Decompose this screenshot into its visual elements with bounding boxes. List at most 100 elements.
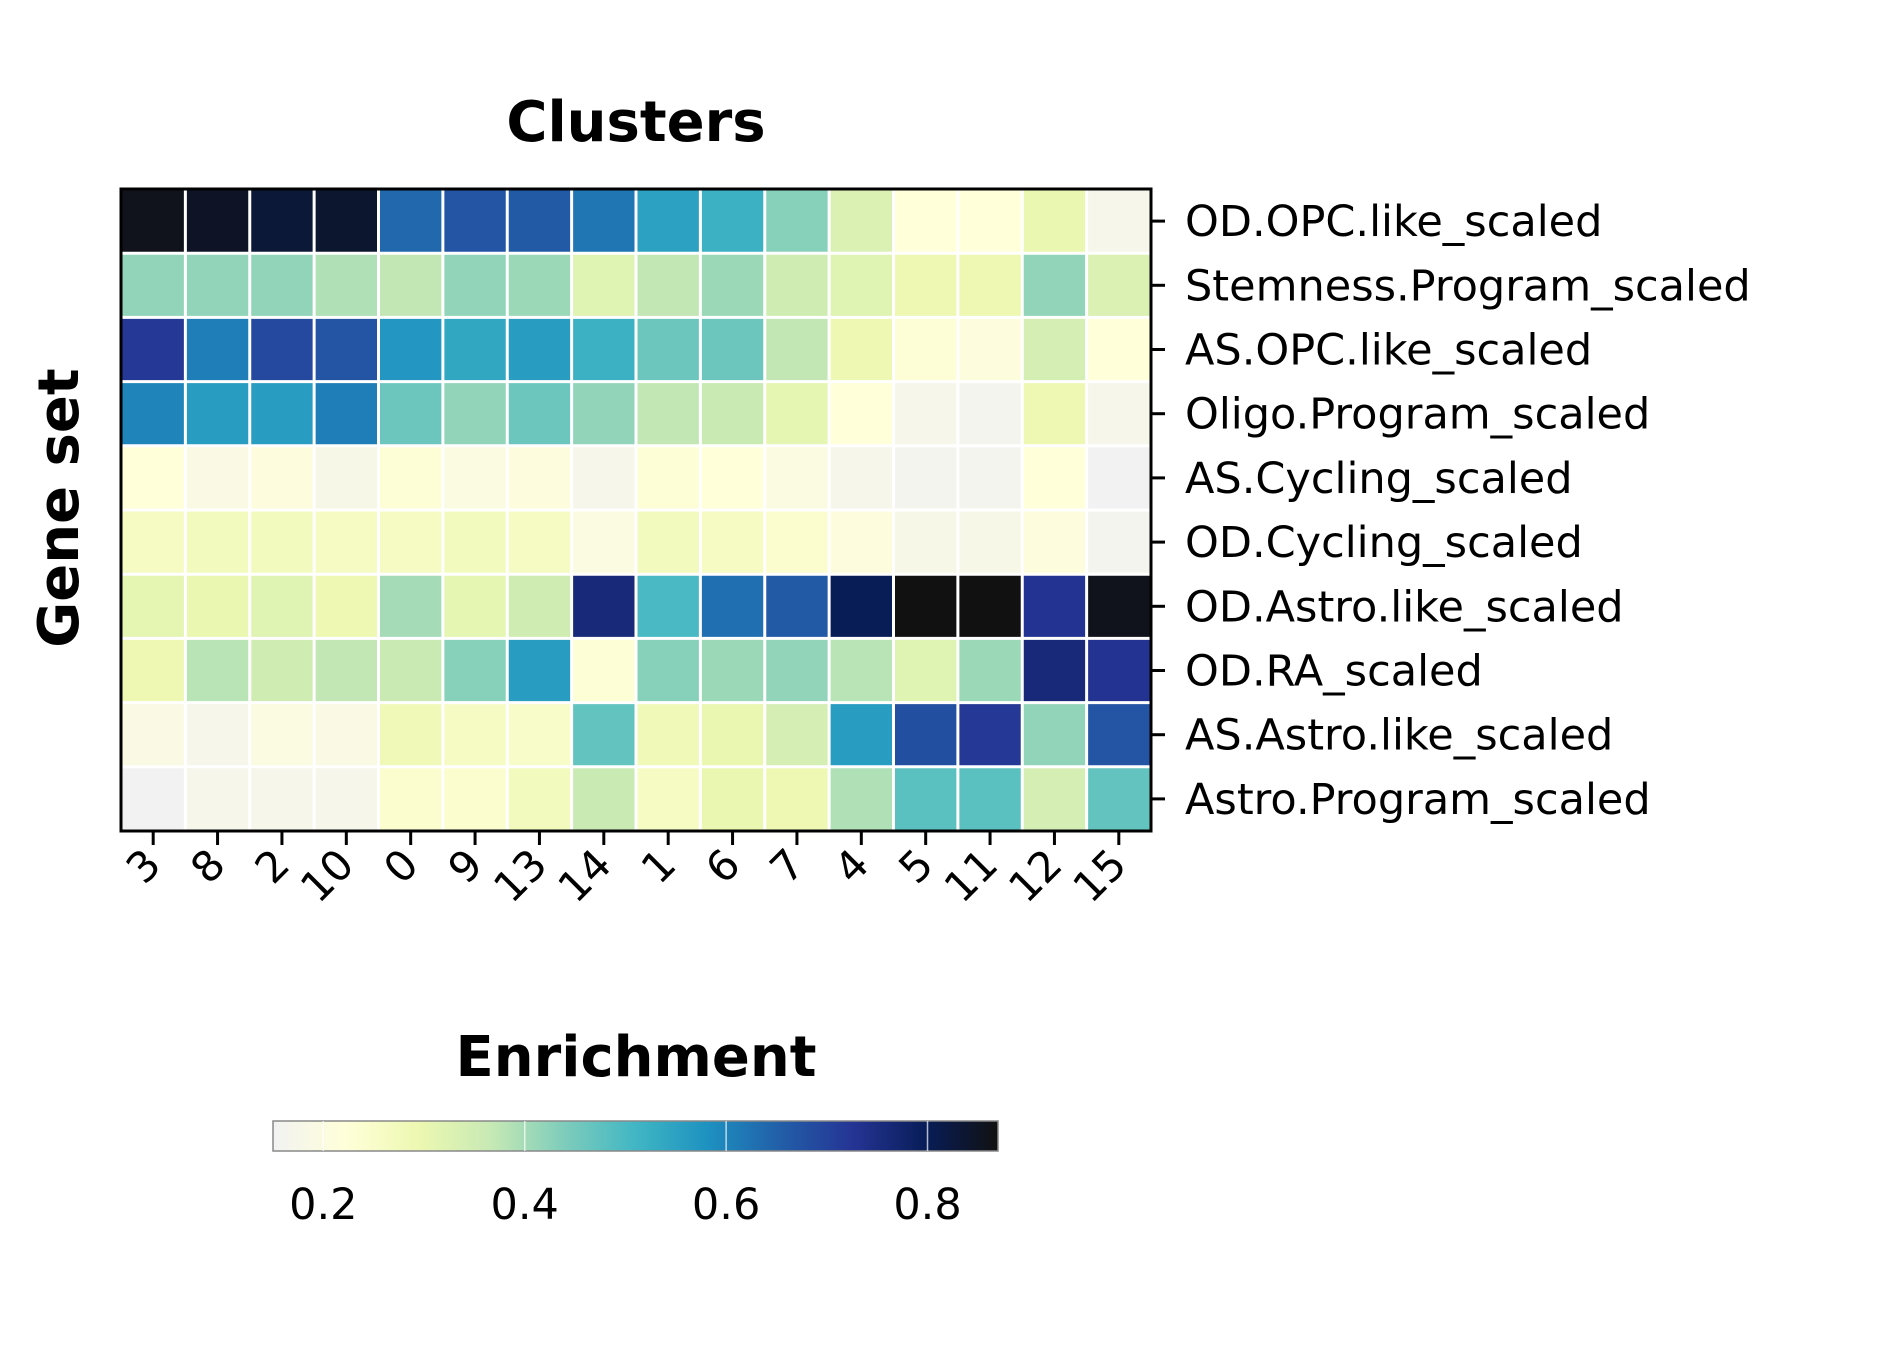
heatmap-cell — [571, 253, 636, 318]
heatmap-cell — [829, 445, 894, 510]
heatmap-cell — [1086, 510, 1151, 575]
heatmap-cell — [764, 317, 830, 382]
heatmap-cell — [764, 381, 830, 446]
x-tick-label: 11 — [935, 839, 1007, 911]
heatmap-cell — [249, 317, 315, 382]
heatmap-cell — [507, 574, 572, 639]
heatmap-cell — [700, 638, 765, 703]
heatmap-cell — [893, 189, 958, 254]
heatmap-cell — [700, 510, 765, 575]
heatmap-cell — [314, 317, 379, 382]
y-tick-label: OD.Cycling_scaled — [1185, 518, 1583, 568]
x-tick-label: 15 — [1063, 839, 1135, 911]
heatmap-cell — [442, 574, 508, 639]
heatmap-cell — [893, 574, 958, 639]
heatmap-cell — [1022, 638, 1087, 703]
heatmap-cell — [1086, 189, 1151, 254]
heatmap-cell — [764, 766, 830, 831]
heatmap-cell — [314, 253, 379, 318]
colorbar-tick-label: 0.4 — [491, 1180, 559, 1230]
colorbar-title: Enrichment — [456, 1025, 817, 1090]
heatmap-cell — [636, 253, 701, 318]
heatmap-cell — [700, 445, 765, 510]
heatmap-cell — [185, 766, 250, 831]
heatmap-cell — [442, 766, 508, 831]
heatmap-cell — [378, 702, 443, 767]
heatmap-cell — [378, 766, 443, 831]
x-tick-label: 6 — [696, 839, 750, 893]
heatmap-cell — [442, 702, 508, 767]
heatmap-cell — [829, 574, 894, 639]
heatmap-cell — [957, 317, 1023, 382]
heatmap-cell — [378, 317, 443, 382]
heatmap-cell — [1022, 445, 1087, 510]
heatmap-cell — [121, 766, 186, 831]
x-tick-label: 7 — [760, 839, 814, 893]
heatmap-cell — [1086, 766, 1151, 831]
heatmap-cell — [957, 445, 1023, 510]
heatmap-cell — [249, 574, 315, 639]
x-tick-label: 0 — [374, 839, 428, 893]
heatmap-cell — [1022, 381, 1087, 446]
x-tick-label: 1 — [632, 839, 686, 893]
y-tick-label: OD.Astro.like_scaled — [1185, 582, 1624, 632]
heatmap-cell — [571, 574, 636, 639]
heatmap-cell — [893, 445, 958, 510]
heatmap-cell — [249, 381, 315, 446]
heatmap-cell — [121, 574, 186, 639]
heatmap-cell — [636, 702, 701, 767]
heatmap-cell — [636, 638, 701, 703]
y-tick-label: OD.RA_scaled — [1185, 647, 1483, 697]
heatmap-cell — [378, 189, 443, 254]
heatmap-cell — [507, 638, 572, 703]
heatmap-cell — [893, 381, 958, 446]
heatmap-cell — [700, 189, 765, 254]
x-tick-label: 14 — [548, 839, 620, 911]
heatmap-cell — [1086, 638, 1151, 703]
heatmap-cell — [121, 253, 186, 318]
heatmap-cell — [1022, 510, 1087, 575]
heatmap-cell — [121, 510, 186, 575]
heatmap-cell — [1086, 702, 1151, 767]
heatmap-cell — [442, 253, 508, 318]
heatmap-cell — [507, 702, 572, 767]
colorbar-ticks: 0.2 0.4 0.6 0.8 — [289, 1121, 962, 1230]
heatmap-cell — [507, 766, 572, 831]
heatmap-cell — [700, 574, 765, 639]
heatmap-cell — [571, 702, 636, 767]
plot-frame — [119, 187, 1153, 833]
heatmap-cell — [571, 766, 636, 831]
heatmap-cell — [507, 317, 572, 382]
heatmap-cell — [571, 638, 636, 703]
x-tick-label: 12 — [999, 839, 1071, 911]
y-axis-ticks: OD.OPC.like_scaled Stemness.Program_scale… — [1151, 197, 1751, 825]
heatmap-cell — [507, 253, 572, 318]
heatmap-cell — [378, 574, 443, 639]
heatmap-cell — [700, 702, 765, 767]
heatmap-cell — [1022, 317, 1087, 382]
heatmap-cell — [314, 381, 379, 446]
heatmap-cell — [378, 253, 443, 318]
heatmap-cell — [700, 317, 765, 382]
heatmap-cell — [378, 638, 443, 703]
heatmap-cell — [764, 189, 830, 254]
heatmap-cell — [829, 189, 894, 254]
heatmap-cell — [121, 638, 186, 703]
heatmap-cell — [571, 510, 636, 575]
heatmap-cell — [185, 702, 250, 767]
heatmap-cell — [829, 510, 894, 575]
heatmap-cell — [764, 574, 830, 639]
heatmap-cell — [957, 638, 1023, 703]
heatmap-cell — [442, 510, 508, 575]
heatmap-cell — [829, 253, 894, 318]
heatmap-cell — [185, 253, 250, 318]
heatmap-cell — [700, 766, 765, 831]
cell-grid — [121, 189, 1151, 831]
heatmap-cell — [893, 510, 958, 575]
heatmap-cell — [957, 381, 1023, 446]
chart-title: Clusters — [506, 90, 765, 155]
heatmap-cell — [378, 445, 443, 510]
heatmap-cell — [957, 574, 1023, 639]
heatmap-cell — [249, 766, 315, 831]
